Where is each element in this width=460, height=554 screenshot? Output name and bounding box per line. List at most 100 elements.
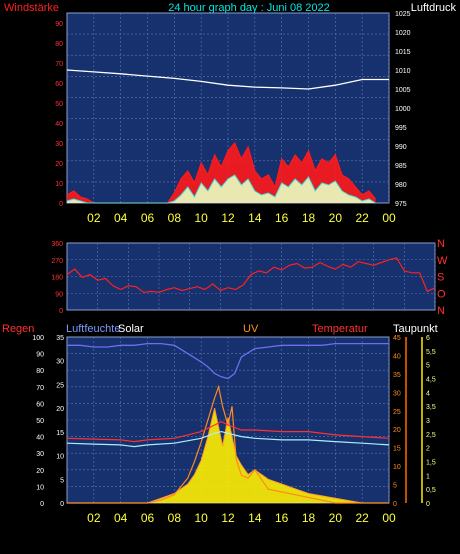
humidity-tick-label: 25 <box>56 382 64 389</box>
temperature-tick-label: 30 <box>393 390 401 397</box>
x-tick-label: 20 <box>329 211 343 225</box>
x-tick-label: 08 <box>168 211 182 225</box>
wind-tick-label: 60 <box>55 81 63 88</box>
x-tick-label: 10 <box>194 211 208 225</box>
dewpoint-tick-label: 3,5 <box>426 404 436 411</box>
wind-axis-title: Windstärke <box>4 2 59 14</box>
x-tick-label: 16 <box>275 511 289 525</box>
x-tick-label: 06 <box>141 511 155 525</box>
wind-tick-label: 20 <box>55 161 63 168</box>
x-tick-label: 08 <box>168 511 182 525</box>
x-tick-label: 02 <box>87 511 101 525</box>
temperature-tick-label: 5 <box>393 483 397 490</box>
wind-tick-label: 10 <box>55 181 63 188</box>
temperature-tick-label: 25 <box>393 409 401 416</box>
rain-axis-title: Regen <box>2 323 34 335</box>
rain-tick-label: 40 <box>36 435 44 442</box>
dewpoint-axis-title: Taupunkt <box>393 323 438 335</box>
temperature-tick-label: 10 <box>393 464 401 471</box>
x-tick-label: 04 <box>114 511 128 525</box>
rain-tick-label: 70 <box>36 385 44 392</box>
dewpoint-tick-label: 4,5 <box>426 377 436 384</box>
x-tick-label: 04 <box>114 211 128 225</box>
temperature-tick-label: 40 <box>393 353 401 360</box>
rain-tick-label: 10 <box>36 484 44 491</box>
wind-tick-label: 90 <box>55 21 63 28</box>
wind-tick-label: 30 <box>55 141 63 148</box>
temperature-tick-label: 0 <box>393 501 397 508</box>
x-tick-label: 22 <box>355 211 369 225</box>
dewpoint-line <box>66 430 390 448</box>
x-tick-label: 14 <box>248 211 262 225</box>
solar-area <box>67 408 389 503</box>
wind-tick-label: 50 <box>55 101 63 108</box>
pressure-tick-label: 1005 <box>395 87 411 94</box>
rain-tick-label: 100 <box>32 335 44 342</box>
x-tick-label: 18 <box>302 211 316 225</box>
temperature-tick-label: 15 <box>393 446 401 453</box>
x-tick-label: 20 <box>329 511 343 525</box>
rain-tick-label: 0 <box>40 501 44 508</box>
wind-speed-area <box>67 175 376 203</box>
temperature-axis-title: Temperatur <box>312 323 368 335</box>
direction-tick-label: 360 <box>51 241 63 248</box>
uv-axis-title: UV <box>243 323 259 335</box>
humidity-tick-label: 0 <box>60 501 64 508</box>
humidity-tick-label: 35 <box>56 335 64 342</box>
pressure-tick-label: 975 <box>395 201 407 208</box>
x-tick-label: 12 <box>221 511 235 525</box>
compass-label: N <box>437 238 445 250</box>
x-tick-label: 02 <box>87 211 101 225</box>
x-tick-label: 06 <box>141 211 155 225</box>
temperature-tick-label: 45 <box>393 335 401 342</box>
humidity-tick-label: 5 <box>60 477 64 484</box>
x-tick-label: 14 <box>248 511 262 525</box>
dewpoint-tick-label: 6 <box>426 335 430 342</box>
pressure-axis-title: Luftdruck <box>411 2 457 14</box>
compass-label: O <box>437 288 446 300</box>
dewpoint-tick-label: 5 <box>426 363 430 370</box>
pressure-tick-label: 980 <box>395 182 407 189</box>
x-tick-label: 22 <box>355 511 369 525</box>
x-tick-label: 00 <box>382 211 396 225</box>
pressure-tick-label: 995 <box>395 125 407 132</box>
rain-tick-label: 80 <box>36 368 44 375</box>
humidity-axis-title: Luftfeuchte <box>66 323 120 335</box>
humidity-line <box>67 342 389 380</box>
graph-title: 24 hour graph day : Juni 08 2022 <box>168 2 329 14</box>
compass-label: S <box>437 272 444 284</box>
dewpoint-tick-label: 1 <box>426 473 430 480</box>
pressure-tick-label: 1020 <box>395 30 411 37</box>
pressure-tick-label: 1010 <box>395 68 411 75</box>
dewpoint-tick-label: 5,5 <box>426 349 436 356</box>
solar-axis-title: Solar <box>118 323 144 335</box>
compass-label: W <box>437 255 448 267</box>
humidity-tick-label: 15 <box>56 430 64 437</box>
dewpoint-tick-label: 2 <box>426 446 430 453</box>
x-tick-label: 10 <box>194 511 208 525</box>
rain-tick-label: 30 <box>36 451 44 458</box>
temperature-line <box>66 421 390 443</box>
dewpoint-tick-label: 3 <box>426 418 430 425</box>
dewpoint-tick-label: 2,5 <box>426 432 436 439</box>
climate-panel: 02 04 06 08 10 12 14 16 18 20 22 000102030405060708… <box>32 335 436 525</box>
wind-tick-label: 80 <box>55 41 63 48</box>
rain-tick-label: 50 <box>36 418 44 425</box>
wind-direction-line <box>66 257 436 293</box>
pressure-tick-label: 985 <box>395 163 407 170</box>
temperature-tick-label: 35 <box>393 372 401 379</box>
dewpoint-tick-label: 4 <box>426 390 430 397</box>
solar-line <box>67 407 389 504</box>
direction-tick-label: 180 <box>51 275 63 282</box>
pressure-tick-label: 1025 <box>395 11 411 18</box>
temperature-tick-label: 20 <box>393 427 401 434</box>
x-tick-label: 12 <box>221 211 235 225</box>
pressure-tick-label: 990 <box>395 144 407 151</box>
pressure-tick-label: 1015 <box>395 49 411 56</box>
wind-tick-label: 70 <box>55 61 63 68</box>
direction-tick-label: 90 <box>55 291 63 298</box>
wind-speed-line <box>66 174 376 204</box>
x-tick-label: 18 <box>302 511 316 525</box>
compass-label: N <box>437 305 445 317</box>
